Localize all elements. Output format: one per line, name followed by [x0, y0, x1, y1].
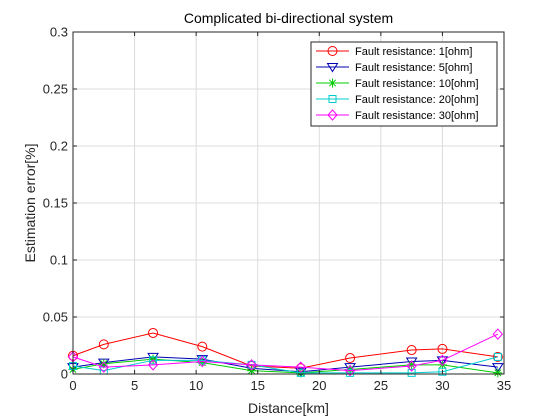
y-tick-label: 0.05	[43, 310, 68, 325]
y-tick-label: 0.2	[50, 139, 68, 154]
chart-title: Complicated bi-directional system	[184, 10, 393, 26]
x-axis-title: Distance[km]	[248, 400, 329, 416]
legend-label: Fault resistance: 30[ohm]	[355, 110, 479, 122]
data-point-triangle	[147, 352, 159, 363]
legend-entry: Fault resistance: 20[ohm]	[316, 94, 479, 106]
x-tick-label: 15	[250, 378, 264, 393]
legend-box	[310, 41, 498, 127]
x-tick-label: 30	[435, 378, 449, 393]
data-point-diamond	[327, 109, 338, 121]
data-point-diamond	[406, 360, 417, 372]
data-point-asterisk	[197, 358, 207, 368]
legend-label: Fault resistance: 10[ohm]	[355, 78, 479, 90]
data-point-circle	[197, 341, 208, 352]
series-line	[72, 332, 498, 369]
data-point-square	[493, 352, 502, 361]
x-tick-label: 0	[69, 378, 76, 393]
data-point-square	[438, 367, 447, 376]
data-point-circle	[327, 46, 338, 56]
data-point-diamond	[437, 354, 448, 367]
data-point-triangle	[491, 363, 504, 373]
data-point-asterisk	[99, 359, 109, 369]
x-tick-label: 25	[374, 378, 388, 393]
data-point-square	[346, 368, 355, 377]
y-tick-label: 0.25	[43, 82, 68, 97]
data-point-triangle	[326, 63, 339, 73]
legend-entry: Fault resistance: 30[ohm]	[316, 109, 479, 122]
data-point-diamond	[344, 364, 356, 377]
data-point-diamond	[147, 359, 159, 371]
data-point-circle	[345, 353, 356, 364]
data-point-circle	[492, 351, 503, 362]
data-point-square	[296, 368, 305, 377]
legend: Fault resistance: 1[ohm] Fault resistance…	[310, 41, 498, 127]
y-axis-title: Estimation error[%]	[22, 143, 38, 262]
series-line	[72, 356, 498, 374]
data-point-asterisk	[328, 78, 337, 88]
data-point-square	[328, 95, 337, 103]
series-line	[72, 356, 498, 373]
y-tick-label: 0.1	[50, 253, 68, 268]
data-point-circle	[437, 343, 448, 354]
series-line	[72, 358, 498, 374]
data-point-circle	[406, 345, 417, 356]
legend-entry: Fault resistance: 5[ohm]	[316, 62, 472, 74]
data-point-diamond	[492, 328, 504, 340]
data-point-diamond	[246, 359, 257, 371]
data-point-circle	[98, 339, 109, 350]
data-point-asterisk	[407, 360, 417, 370]
data-point-square	[407, 368, 416, 377]
series-5	[67, 328, 504, 377]
data-point-circle	[148, 327, 159, 338]
legend-entry: Fault resistance: 1[ohm]	[316, 46, 472, 58]
axis-ticks: 0 5 10 15 20 25 30 35 0 0.05 0.1 0.15 0.2 0.25 0.3	[43, 25, 512, 394]
data-point-square	[149, 356, 158, 365]
x-tick-label: 10	[189, 378, 203, 393]
legend-entry: Fault resistance: 10[ohm]	[316, 78, 479, 90]
y-tick-label: 0.3	[50, 25, 68, 40]
x-tick-label: 35	[497, 378, 511, 393]
legend-label: Fault resistance: 1[ohm]	[355, 46, 472, 58]
data-point-diamond	[295, 361, 306, 373]
y-tick-label: 0	[61, 367, 68, 382]
series-line	[72, 333, 499, 372]
data-point-diamond	[197, 355, 208, 368]
data-point-diamond	[98, 361, 109, 373]
data-point-asterisk	[493, 368, 503, 378]
legend-label: Fault resistance: 5[ohm]	[355, 62, 472, 74]
x-tick-label: 5	[131, 378, 138, 393]
legend-label: Fault resistance: 20[ohm]	[355, 94, 479, 106]
x-tick-label: 20	[312, 378, 326, 393]
y-tick-label: 0.15	[43, 196, 68, 211]
